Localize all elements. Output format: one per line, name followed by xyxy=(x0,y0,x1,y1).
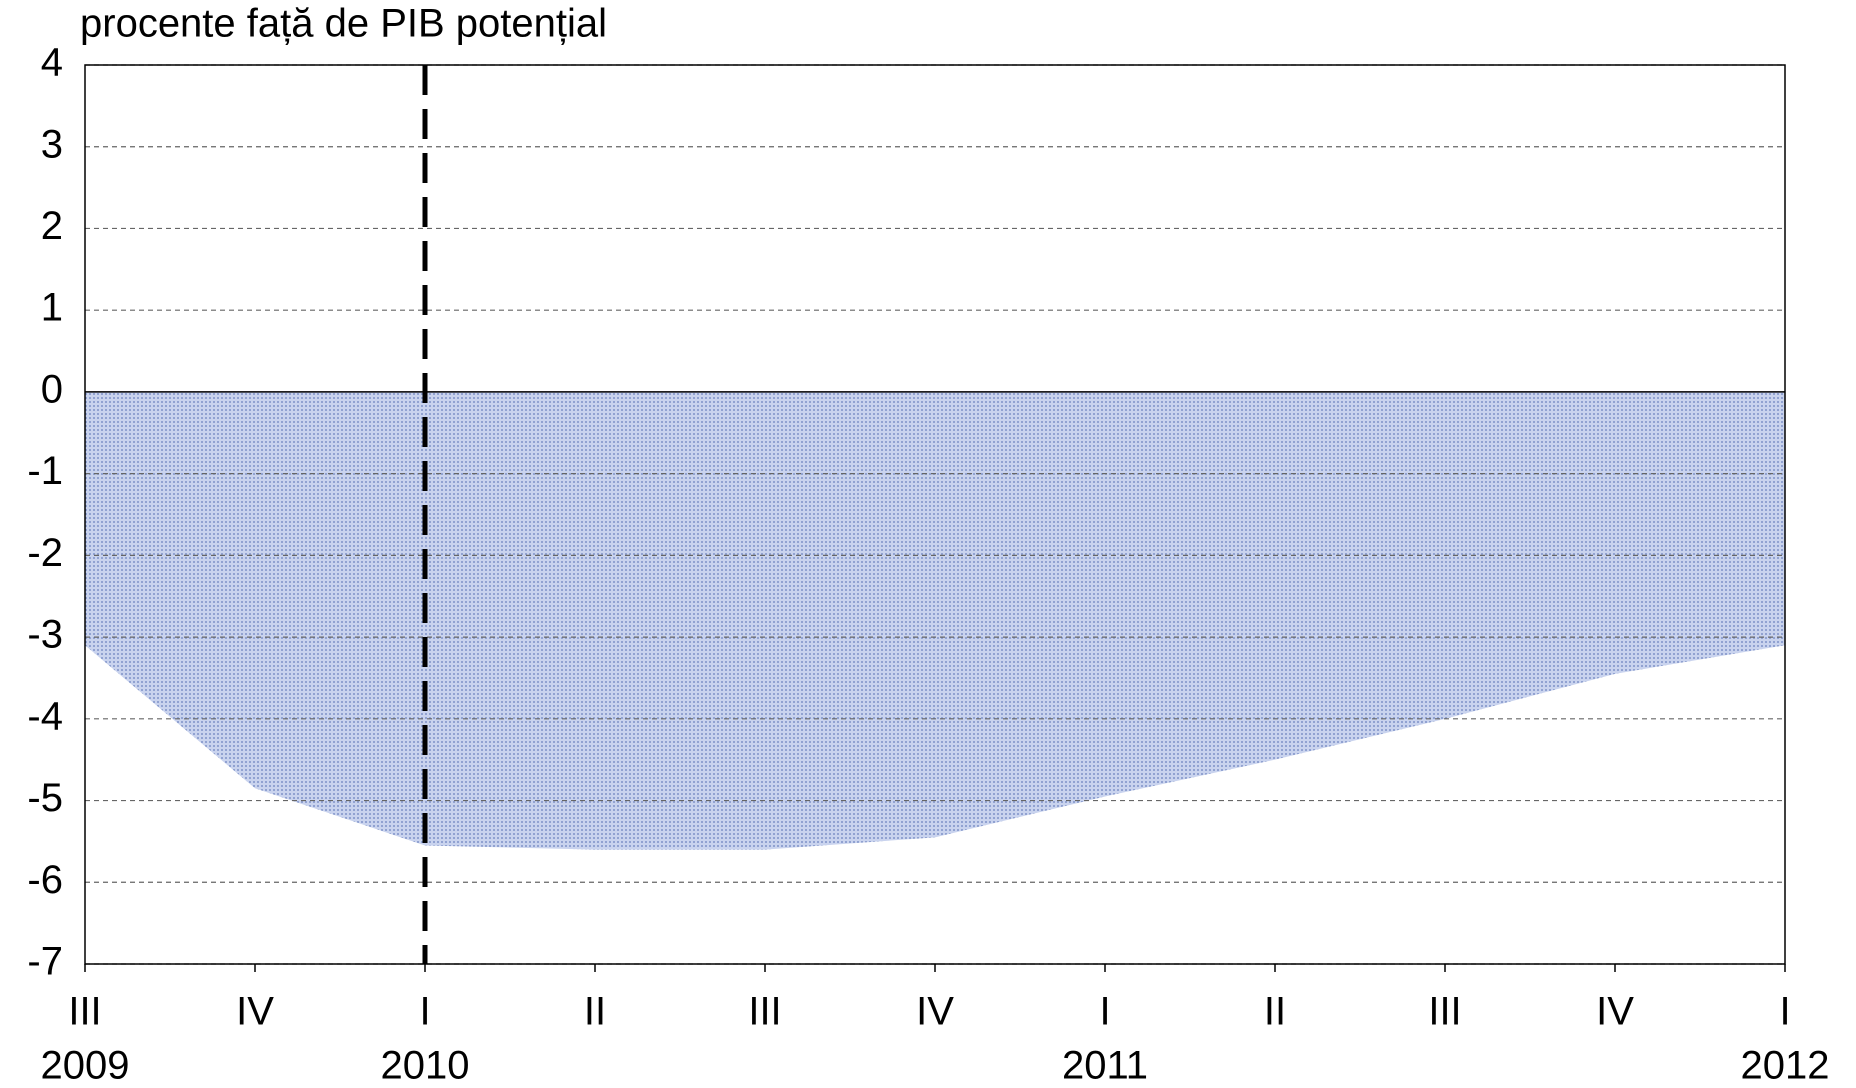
x-tick-label: IV xyxy=(1596,990,1634,1034)
x-tick-label: IV xyxy=(916,990,954,1034)
y-tick-label: -2 xyxy=(27,531,63,575)
year-label: 2010 xyxy=(381,1044,470,1088)
x-tick-label: III xyxy=(1428,990,1461,1034)
x-tick-label: II xyxy=(1264,990,1286,1034)
y-tick-label: -3 xyxy=(27,613,63,657)
chart-title: procente față de PIB potențial xyxy=(80,2,607,46)
x-tick-label: II xyxy=(584,990,606,1034)
y-tick-label: -1 xyxy=(27,449,63,493)
x-tick-label: III xyxy=(68,990,101,1034)
y-tick-label: -5 xyxy=(27,776,63,820)
year-label: 2012 xyxy=(1741,1044,1830,1088)
year-label: 2011 xyxy=(1062,1044,1148,1088)
area xyxy=(85,391,1785,850)
y-tick-label: -6 xyxy=(27,858,63,902)
x-tick-label: III xyxy=(748,990,781,1034)
y-tick-label: 3 xyxy=(41,122,63,166)
x-tick-label: I xyxy=(1779,990,1790,1034)
y-tick-label: 4 xyxy=(41,41,63,85)
y-tick-label: -4 xyxy=(27,694,63,738)
x-tick-label: I xyxy=(1099,990,1110,1034)
y-tick-label: -7 xyxy=(27,940,63,984)
y-tick-label: 1 xyxy=(41,286,63,330)
y-tick-label: 2 xyxy=(41,204,63,248)
year-label: 2009 xyxy=(41,1044,130,1088)
x-tick-label: IV xyxy=(236,990,274,1034)
x-tick-label: I xyxy=(419,990,430,1034)
y-tick-label: 0 xyxy=(41,367,63,411)
